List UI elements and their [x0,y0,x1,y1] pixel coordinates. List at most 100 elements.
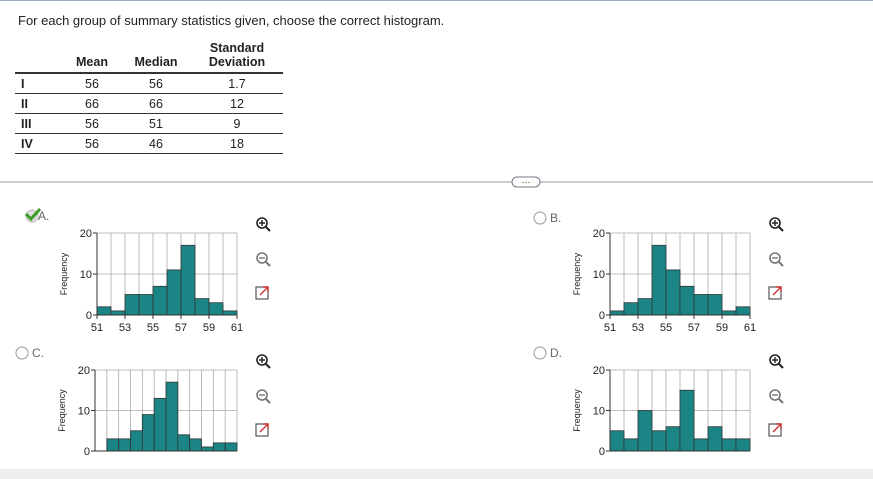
table-cell: 51 [121,113,191,134]
y-tick-label: 20 [593,365,605,377]
bar [194,298,210,316]
bar [224,442,238,452]
icon-arrow [259,286,269,296]
bar [189,438,202,452]
icon-handle [265,261,271,267]
header-cell: Mean [63,41,121,74]
y-tick-label: 10 [80,269,92,281]
table-row: II 66 66 12 [15,93,283,114]
y-axis-label: Frequency [59,252,69,295]
icon-ring [256,217,268,229]
icon-ring [769,389,781,401]
y-tick-label: 20 [593,228,605,240]
bar [177,434,191,452]
icon-sign [259,357,265,363]
zoom-in[interactable] [769,217,784,232]
bar [735,438,751,452]
icon-handle [265,226,271,232]
expand-button[interactable] [511,176,541,188]
y-axis-label: Frequency [572,252,582,295]
icon-box [255,286,269,300]
icon-arrow [772,423,782,433]
bar [165,381,179,452]
table-cell: I [15,73,63,94]
y-tick-label: 0 [86,310,92,322]
y-tick-label: 10 [593,269,605,281]
open-popup[interactable] [255,423,269,437]
x-tick-label: 53 [119,322,131,334]
icon-handle [778,261,784,267]
header-row: Mean Median Standard Deviation [15,41,283,74]
icon-sign [772,357,778,363]
table-cell: 18 [191,133,283,154]
table-cell: 46 [121,133,191,154]
header-cell [15,41,63,74]
icon-box [255,423,269,437]
bar [609,430,625,452]
radio[interactable] [533,346,547,360]
zoom-in[interactable] [769,354,784,369]
table-cell: 56 [63,73,121,94]
x-tick-label: 61 [744,322,756,334]
bar [106,438,120,452]
header-cell: Standard Deviation [191,41,283,74]
bar [152,285,168,316]
radio[interactable] [533,211,547,225]
x-tick-label: 61 [231,322,243,334]
bar [735,306,751,316]
table-cell: 66 [121,93,191,114]
zoom-in[interactable] [256,217,271,232]
option-label: A. [38,209,49,223]
table-cell: 56 [63,133,121,154]
bar [651,430,667,452]
bar [665,426,681,452]
x-tick-label: 57 [688,322,700,334]
bar [623,302,639,316]
open-popup[interactable] [768,286,782,300]
expand-dots: ··· [522,177,531,187]
bar [679,389,695,452]
icon-sign [772,220,778,226]
radio[interactable] [15,346,29,360]
zoom-out[interactable] [769,252,784,267]
y-tick-label: 20 [80,228,92,240]
icon-sign [259,220,265,226]
icon-handle [778,363,784,369]
stats-table: Mean Median Standard Deviation I 56 56 1.7 I… [15,41,283,154]
y-tick-label: 0 [599,310,605,322]
header-cell: Median [121,41,191,74]
bar [707,294,723,316]
bar [665,269,681,316]
icon-box [768,286,782,300]
y-tick-label: 10 [78,406,90,418]
y-axis-label: Frequency [57,389,67,432]
x-tick-label: 59 [203,322,215,334]
icon-arrow [259,423,269,433]
table-cell: II [15,93,63,114]
bar [138,294,154,316]
zoom-out[interactable] [256,252,271,267]
y-tick-label: 10 [593,406,605,418]
footer-band [0,469,873,479]
bar [693,438,709,452]
table-cell: III [15,113,63,134]
table-row: IV 56 46 18 [15,133,283,154]
icon-handle [778,226,784,232]
check-mark [24,207,42,222]
icon-handle [265,363,271,369]
bar [637,298,653,316]
zoom-in[interactable] [256,354,271,369]
x-tick-label: 55 [660,322,672,334]
open-popup[interactable] [768,423,782,437]
bar [201,446,214,452]
option-label: D. [550,346,562,360]
bar [141,414,155,452]
bar [651,244,667,316]
icon-ring [769,252,781,264]
bar [130,430,143,452]
zoom-out[interactable] [256,389,271,404]
option-label: B. [550,211,561,225]
open-popup[interactable] [255,286,269,300]
zoom-out[interactable] [769,389,784,404]
